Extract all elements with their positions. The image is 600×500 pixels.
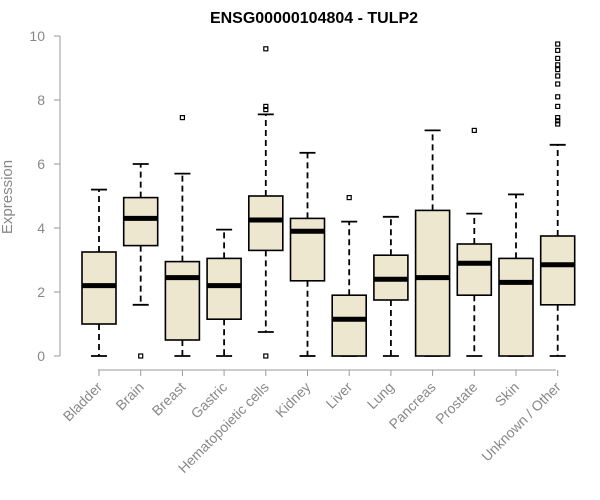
iqr-box xyxy=(248,195,284,252)
box-group xyxy=(373,215,409,357)
outlier-point xyxy=(138,353,144,359)
iqr-box xyxy=(289,217,326,282)
box-group xyxy=(414,129,451,357)
x-tick-label: Unknown / Other xyxy=(478,379,564,465)
y-tick-label: 4 xyxy=(37,220,45,236)
box-group xyxy=(331,195,368,357)
box-group xyxy=(456,127,493,357)
outlier-point xyxy=(263,103,269,110)
iqr-box xyxy=(414,209,451,357)
outlier-point xyxy=(555,81,561,87)
iqr-box xyxy=(456,243,493,297)
chart-title: ENSG00000104804 - TULP2 xyxy=(210,10,418,27)
y-tick-label: 0 xyxy=(37,348,45,364)
y-ticks: 0 2 4 6 8 10 xyxy=(29,28,60,364)
outlier-point xyxy=(555,121,561,127)
outlier-point xyxy=(346,195,352,201)
outlier-point xyxy=(555,62,561,68)
y-tick-label: 10 xyxy=(29,28,45,44)
x-tick-label: Lung xyxy=(364,379,397,412)
box-group xyxy=(248,46,284,359)
box-group xyxy=(206,228,242,357)
iqr-box xyxy=(206,257,242,320)
outlier-point xyxy=(555,103,561,110)
iqr-box xyxy=(164,260,201,341)
iqr-box xyxy=(498,257,534,357)
outlier-point xyxy=(555,41,561,47)
y-tick-label: 8 xyxy=(37,92,45,108)
x-tick-label: Brain xyxy=(112,379,146,413)
iqr-box xyxy=(539,235,576,306)
outlier-point xyxy=(555,73,561,79)
x-tick-label: Skin xyxy=(492,379,523,410)
box-group xyxy=(289,151,326,357)
box-group xyxy=(122,163,159,359)
box-group xyxy=(539,41,576,357)
boxes xyxy=(81,41,576,359)
x-tick-label: Breast xyxy=(149,379,189,419)
outlier-point xyxy=(555,47,561,54)
outlier-point xyxy=(555,94,561,100)
y-axis-label: Expression xyxy=(0,160,16,234)
x-tick-label: Bladder xyxy=(60,379,106,425)
outlier-point xyxy=(179,114,185,121)
iqr-box xyxy=(331,294,368,357)
y-tick-label: 2 xyxy=(37,284,45,300)
y-tick-label: 6 xyxy=(37,156,45,172)
outlier-point xyxy=(555,118,561,124)
x-tick-label: Liver xyxy=(323,379,356,412)
outlier-point xyxy=(471,127,477,133)
x-tick-label: Prostate xyxy=(432,379,480,427)
outlier-point xyxy=(263,353,269,359)
x-tick-label: Kidney xyxy=(272,379,314,421)
outlier-point xyxy=(555,55,561,62)
outlier-point xyxy=(263,46,269,52)
box-group xyxy=(498,193,534,357)
outlier-point xyxy=(263,106,269,113)
outlier-point xyxy=(555,114,561,121)
box-group xyxy=(81,188,117,357)
box-group xyxy=(164,114,201,357)
iqr-box xyxy=(122,196,159,247)
outlier-point xyxy=(555,66,561,73)
